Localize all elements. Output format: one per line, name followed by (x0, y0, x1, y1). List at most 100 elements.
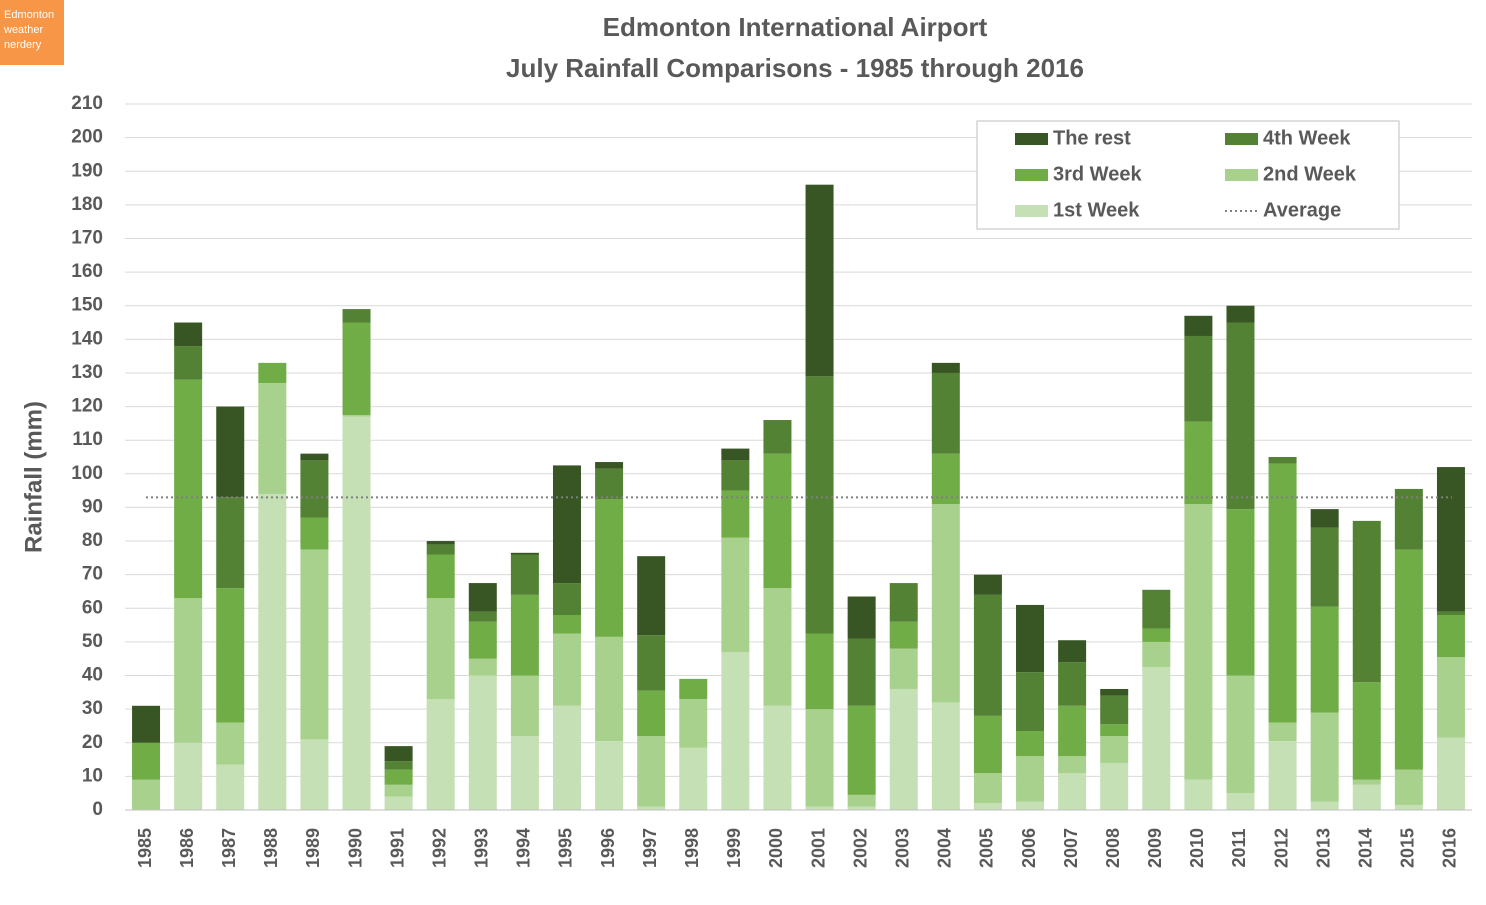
bar-segment (931, 504, 960, 703)
bar-segment (889, 621, 918, 649)
bar-segment (1016, 604, 1045, 673)
x-tick-label: 2014 (1356, 828, 1376, 868)
bar-segment (216, 764, 245, 810)
bar-segment (510, 554, 539, 595)
bar-segment (342, 309, 371, 323)
bar-segment (300, 460, 329, 518)
bar-segment (973, 715, 1002, 774)
bar-segment (1184, 504, 1213, 780)
bar-segment (1100, 736, 1129, 763)
bar-segment (1226, 322, 1255, 510)
bar-segment (637, 635, 666, 691)
legend-label: 2nd Week (1263, 163, 1357, 185)
bar-segment (1436, 615, 1465, 658)
y-tick-label: 30 (82, 698, 103, 719)
bar-segment (342, 414, 371, 417)
bar-segment (174, 379, 203, 599)
x-tick-label: 2016 (1440, 828, 1460, 868)
bar-segment (1100, 695, 1129, 725)
legend-swatch (1225, 133, 1258, 145)
bar-segment (973, 574, 1002, 595)
bar-segment (1436, 611, 1465, 616)
bar-segment (384, 769, 413, 785)
bar-segment (721, 490, 750, 538)
bar-segment (300, 739, 329, 810)
bar-segment (300, 453, 329, 461)
x-tick-label: 2015 (1398, 828, 1418, 868)
bar-segment (637, 556, 666, 636)
bar-segment (216, 588, 245, 723)
bar-segment (1142, 641, 1171, 668)
bar-segment (468, 583, 497, 612)
x-tick-label: 1997 (640, 828, 660, 868)
bar-segment (721, 448, 750, 461)
bar-segment (889, 583, 918, 622)
x-tick-label: 2006 (1019, 828, 1039, 868)
bar-segment (1268, 722, 1297, 742)
bar-segment (1058, 662, 1087, 706)
bar-segment (847, 705, 876, 795)
bar-segment (174, 322, 203, 347)
bar-segment (1352, 520, 1381, 683)
bar-segment (1310, 527, 1339, 607)
bar-segment (889, 648, 918, 689)
bar-segment (931, 362, 960, 373)
bar-segment (1142, 589, 1171, 629)
bar-segment (679, 678, 708, 700)
bar-segment (552, 615, 581, 634)
legend-swatch (1015, 169, 1048, 181)
bar-segment (1184, 335, 1213, 422)
y-tick-label: 20 (82, 732, 103, 753)
y-tick-label: 80 (82, 530, 103, 551)
y-tick-label: 120 (71, 396, 103, 417)
bar-segment (1436, 467, 1465, 612)
y-tick-label: 50 (82, 631, 103, 652)
bar-segment (1100, 762, 1129, 810)
bar-segment (1226, 509, 1255, 676)
bar-segment (1016, 756, 1045, 802)
legend-swatch (1015, 205, 1048, 217)
bar-segment (1184, 315, 1213, 336)
y-tick-label: 0 (92, 799, 103, 820)
bar-segment (1394, 769, 1423, 805)
bar-segment (132, 742, 161, 780)
bar-segment (763, 420, 792, 454)
bar-segment (552, 465, 581, 584)
bar-segment (679, 747, 708, 810)
bar-segment (595, 468, 624, 500)
bar-segment (1268, 457, 1297, 464)
x-tick-label: 1987 (219, 828, 239, 868)
y-tick-label: 180 (71, 194, 103, 215)
bar-segment (1184, 421, 1213, 505)
bar-segment (1268, 741, 1297, 810)
x-tick-label: 2004 (935, 828, 955, 868)
bar-segment (1058, 640, 1087, 663)
y-tick-label: 110 (72, 429, 103, 450)
bar-segment (1310, 509, 1339, 528)
bar-segment (1394, 804, 1423, 810)
bar-segment (763, 588, 792, 706)
y-tick-label: 10 (82, 765, 103, 786)
y-tick-label: 90 (82, 496, 103, 517)
x-tick-label: 1996 (598, 828, 618, 868)
bar-segment (973, 803, 1002, 810)
x-tick-label: 2003 (892, 828, 912, 868)
bar-segment (174, 742, 203, 810)
bar-segment (595, 462, 624, 469)
x-tick-label: 1992 (429, 828, 449, 868)
x-tick-label: 1995 (556, 828, 576, 868)
y-tick-label: 190 (71, 160, 103, 181)
x-tick-label: 2005 (977, 828, 997, 868)
bar-segment (384, 796, 413, 810)
bar-segment (426, 544, 455, 555)
bar-segment (1352, 779, 1381, 785)
bar-segment (889, 688, 918, 810)
bar-segment (931, 372, 960, 454)
bar-segment (847, 794, 876, 807)
bar-segment (552, 633, 581, 706)
legend-label: The rest (1053, 127, 1131, 149)
bar-segment (805, 376, 834, 634)
bar-segment (763, 705, 792, 810)
